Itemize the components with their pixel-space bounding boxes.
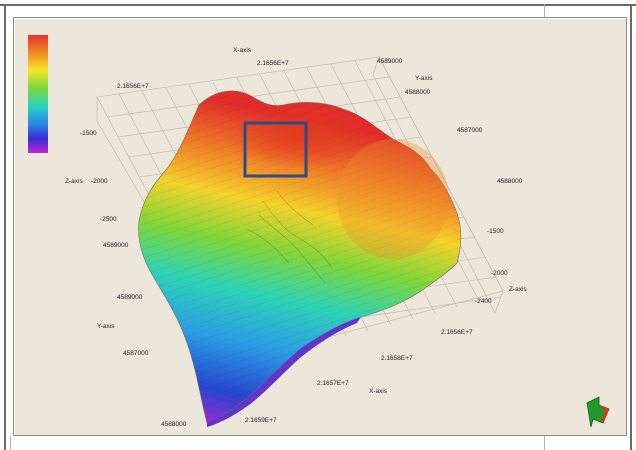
surface-peak: [229, 101, 373, 169]
x-tick-2: 2.1656E+7: [117, 83, 149, 90]
surface-rough-zone: [246, 190, 332, 284]
x-tick-5: 2.1656E+7: [441, 329, 473, 336]
z-axis-title-left: Z-axis: [65, 178, 83, 185]
y-tick-2: 4588000: [405, 89, 431, 96]
surface-ridge: [337, 139, 449, 259]
z-tick-6: -2400: [475, 298, 492, 305]
y-tick-3: 4587000: [457, 127, 483, 134]
y-tick-6: 4587000: [123, 350, 149, 357]
y-tick-4: 4588000: [497, 178, 523, 185]
z-tick-5: -2000: [491, 270, 508, 277]
x-axis-title-front: X-axis: [369, 388, 388, 395]
orientation-arrow-icon[interactable]: [586, 396, 610, 428]
x-tick-1: 2.1656E+7: [257, 60, 289, 67]
x-axis-title-back: X-axis: [233, 47, 252, 54]
x-tick-3: 2.1658E+7: [381, 355, 413, 362]
y-tick-7: 4588000: [161, 421, 187, 428]
z-tick-1: -1500: [80, 130, 97, 137]
z-tick-2: -2000: [91, 178, 108, 185]
y-axis-title-left: Y-axis: [97, 323, 115, 330]
top-divider: [544, 4, 545, 17]
y-axis-title-right: Y-axis: [415, 75, 433, 82]
bottom-left-divider: [10, 436, 11, 450]
y-tick-5: 4589000: [117, 294, 143, 301]
axis-labels: X-axis 2.1656E+7 2.1656E+7 4589000 Y-axi…: [65, 47, 527, 428]
x-tick-4: 2.1657E+7: [317, 380, 349, 387]
z-tick-3: -2500: [100, 216, 117, 223]
highlight-box[interactable]: [243, 121, 308, 178]
surface-edge: [207, 317, 361, 427]
3d-plot-viewport[interactable]: X-axis 2.1656E+7 2.1656E+7 4589000 Y-axi…: [13, 17, 627, 436]
y-tick-2b: 4589000: [103, 242, 129, 249]
color-bar: [28, 35, 48, 153]
left-border: [4, 4, 6, 450]
surface-plot[interactable]: X-axis 2.1656E+7 2.1656E+7 4589000 Y-axi…: [14, 18, 628, 437]
y-tick-1: 4589000: [377, 58, 403, 65]
surface: [138, 90, 462, 427]
top-border: [0, 4, 636, 6]
z-tick-4: -1500: [487, 228, 504, 235]
surface-contours: [138, 90, 461, 423]
x-tick-6: 2.1659E+7: [245, 417, 277, 424]
right-border: [630, 4, 632, 450]
bottom-divider: [544, 436, 545, 450]
z-axis-title-right: Z-axis: [509, 286, 527, 293]
